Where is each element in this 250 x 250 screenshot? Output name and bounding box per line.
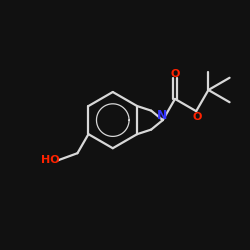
Text: O: O (170, 69, 180, 79)
Text: HO: HO (41, 155, 60, 165)
Text: N: N (156, 109, 167, 122)
Text: O: O (193, 112, 202, 122)
